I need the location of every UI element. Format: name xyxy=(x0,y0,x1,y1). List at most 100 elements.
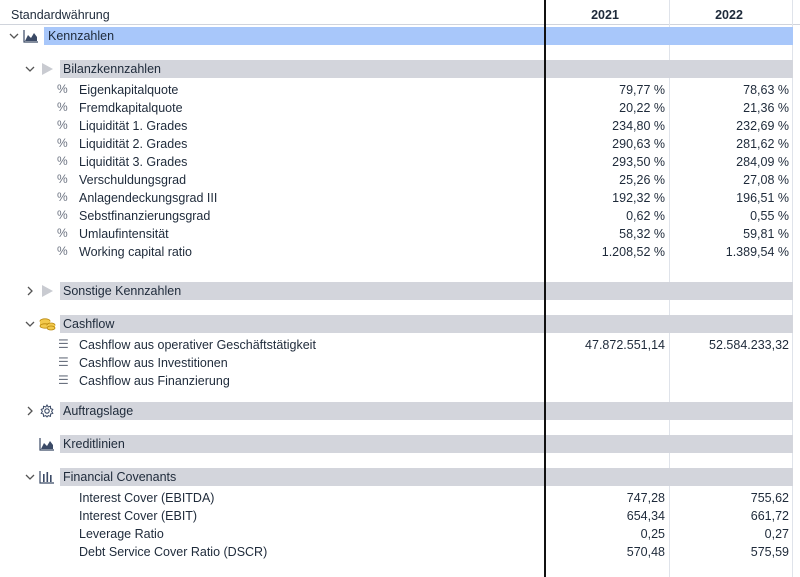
percent-icon: % xyxy=(57,100,68,114)
play-triangle-icon xyxy=(42,63,53,75)
group-bar xyxy=(60,315,793,333)
table-row[interactable]: Debt Service Cover Ratio (DSCR) 570,48 5… xyxy=(0,544,800,562)
table-row[interactable]: Interest Cover (EBIT) 654,34 661,72 xyxy=(0,508,800,526)
group-bar xyxy=(44,27,793,45)
chevron-down-icon[interactable] xyxy=(24,471,36,483)
value-2021: 0,25 xyxy=(640,527,665,541)
value-2022: 232,69 % xyxy=(736,119,789,133)
row-label: Umlaufintensität xyxy=(79,227,169,241)
chevron-down-icon[interactable] xyxy=(24,318,36,330)
row-label: Interest Cover (EBIT) xyxy=(79,509,198,523)
bar-chart-icon xyxy=(39,471,54,484)
percent-icon: % xyxy=(57,226,68,240)
currency-column-header[interactable]: Standardwährung xyxy=(11,8,110,22)
group-label: Bilanzkennzahlen xyxy=(63,62,161,76)
row-label: Liquidität 1. Grades xyxy=(79,119,188,133)
table-row[interactable]: % Fremdkapitalquote 20,22 % 21,36 % xyxy=(0,100,800,118)
table-row[interactable]: % Eigenkapitalquote 79,77 % 78,63 % xyxy=(0,82,800,100)
percent-icon: % xyxy=(57,190,68,204)
value-2021: 293,50 % xyxy=(612,155,665,169)
group-row-financial-covenants[interactable]: Financial Covenants xyxy=(0,468,800,486)
frozen-column-divider[interactable] xyxy=(544,0,546,577)
group-bar xyxy=(60,402,793,420)
value-2022: 59,81 % xyxy=(743,227,789,241)
table-row[interactable]: % Working capital ratio 1.208,52 % 1.389… xyxy=(0,244,800,262)
group-label: Kennzahlen xyxy=(48,29,115,43)
value-2021: 58,32 % xyxy=(619,227,665,241)
area-chart-icon xyxy=(39,438,54,451)
percent-icon: % xyxy=(57,154,68,168)
percent-icon: % xyxy=(57,82,68,96)
group-row-cashflow[interactable]: Cashflow xyxy=(0,315,800,333)
value-2021: 290,63 % xyxy=(612,137,665,151)
group-row-auftragslage[interactable]: Auftragslage xyxy=(0,402,800,420)
year-2021-column-header[interactable]: 2021 xyxy=(591,8,619,22)
table-row[interactable]: % Liquidität 1. Grades 234,80 % 232,69 % xyxy=(0,118,800,136)
row-label: Liquidität 2. Grades xyxy=(79,137,188,151)
value-2022: 21,36 % xyxy=(743,101,789,115)
group-bar xyxy=(60,282,793,300)
group-row-sonstige-kennzahlen[interactable]: Sonstige Kennzahlen xyxy=(0,282,800,300)
group-label: Kreditlinien xyxy=(63,437,125,451)
value-2021: 570,48 xyxy=(626,545,665,559)
table-row[interactable]: % Liquidität 2. Grades 290,63 % 281,62 % xyxy=(0,136,800,154)
table-row[interactable]: ☰ Cashflow aus Finanzierung xyxy=(0,373,800,391)
value-2022: 1.389,54 % xyxy=(725,245,789,259)
table-row[interactable]: Interest Cover (EBITDA) 747,28 755,62 xyxy=(0,490,800,508)
percent-icon: % xyxy=(57,136,68,150)
value-2021: 234,80 % xyxy=(612,119,665,133)
coins-icon xyxy=(39,318,56,331)
row-label: Interest Cover (EBITDA) xyxy=(79,491,215,505)
value-2022: 52.584.233,32 xyxy=(709,338,789,352)
row-label: Leverage Ratio xyxy=(79,527,164,541)
table-header: Standardwährung 2021 2022 xyxy=(0,0,800,25)
row-label: Verschuldungsgrad xyxy=(79,173,187,187)
row-label: Cashflow aus Finanzierung xyxy=(79,374,230,388)
group-label: Financial Covenants xyxy=(63,470,177,484)
value-2021: 25,26 % xyxy=(619,173,665,187)
percent-icon: % xyxy=(57,172,68,186)
value-2021: 47.872.551,14 xyxy=(585,338,665,352)
value-2021: 79,77 % xyxy=(619,83,665,97)
table-row[interactable]: % Liquidität 3. Grades 293,50 % 284,09 % xyxy=(0,154,800,172)
value-2022: 281,62 % xyxy=(736,137,789,151)
year-2022-column-header[interactable]: 2022 xyxy=(715,8,743,22)
chevron-down-icon[interactable] xyxy=(24,63,36,75)
row-label: Working capital ratio xyxy=(79,245,193,259)
table-row[interactable]: % Verschuldungsgrad 25,26 % 27,08 % xyxy=(0,172,800,190)
list-icon: ☰ xyxy=(58,373,69,387)
group-row-kreditlinien[interactable]: Kreditlinien xyxy=(0,435,800,453)
value-2021: 192,32 % xyxy=(612,191,665,205)
row-label: Fremdkapitalquote xyxy=(79,101,183,115)
table-row[interactable]: ☰ Cashflow aus Investitionen xyxy=(0,355,800,373)
chevron-right-icon[interactable] xyxy=(24,405,36,417)
group-row-bilanzkennzahlen[interactable]: Bilanzkennzahlen xyxy=(0,60,800,78)
value-2021: 1.208,52 % xyxy=(601,245,665,259)
value-2022: 661,72 xyxy=(750,509,789,523)
chevron-right-icon[interactable] xyxy=(24,285,36,297)
value-2022: 78,63 % xyxy=(743,83,789,97)
percent-icon: % xyxy=(57,244,68,258)
value-2021: 654,34 xyxy=(626,509,665,523)
row-label: Debt Service Cover Ratio (DSCR) xyxy=(79,545,268,559)
value-2021: 20,22 % xyxy=(619,101,665,115)
list-icon: ☰ xyxy=(58,355,69,369)
table-row[interactable]: % Umlaufintensität 58,32 % 59,81 % xyxy=(0,226,800,244)
table-row[interactable]: ☰ Cashflow aus operativer Geschäftstätig… xyxy=(0,337,800,355)
play-triangle-icon xyxy=(42,285,53,297)
group-row-kennzahlen[interactable]: Kennzahlen xyxy=(0,27,800,45)
group-label: Cashflow xyxy=(63,317,115,331)
table-row[interactable]: Leverage Ratio 0,25 0,27 xyxy=(0,526,800,544)
gear-icon xyxy=(40,404,54,418)
row-label: Anlagendeckungsgrad III xyxy=(79,191,218,205)
group-bar xyxy=(60,60,793,78)
row-label: Liquidität 3. Grades xyxy=(79,155,188,169)
value-2022: 0,27 xyxy=(764,527,789,541)
value-2022: 0,55 % xyxy=(750,209,789,223)
row-label: Sebstfinanzierungsgrad xyxy=(79,209,211,223)
percent-icon: % xyxy=(57,118,68,132)
table-row[interactable]: % Sebstfinanzierungsgrad 0,62 % 0,55 % xyxy=(0,208,800,226)
chevron-down-icon[interactable] xyxy=(8,30,20,42)
table-row[interactable]: % Anlagendeckungsgrad III 192,32 % 196,5… xyxy=(0,190,800,208)
value-2022: 284,09 % xyxy=(736,155,789,169)
